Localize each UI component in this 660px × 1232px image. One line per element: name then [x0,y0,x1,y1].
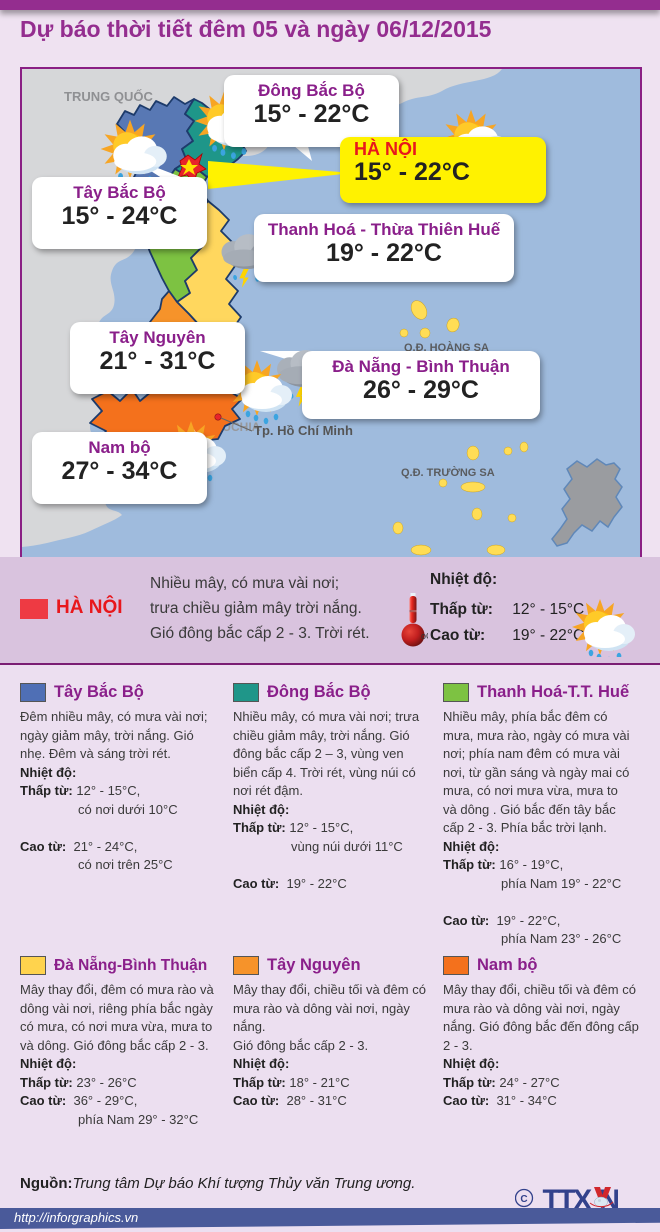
svg-text:C: C [520,1194,527,1205]
svg-text:oC: oC [421,631,428,641]
svg-text:Q.Đ. TRƯỜNG SA: Q.Đ. TRƯỜNG SA [401,466,495,479]
svg-text:TRUNG QUỐC: TRUNG QUỐC [64,89,153,104]
svg-text:Tp. Hồ Chí Minh: Tp. Hồ Chí Minh [254,423,353,438]
